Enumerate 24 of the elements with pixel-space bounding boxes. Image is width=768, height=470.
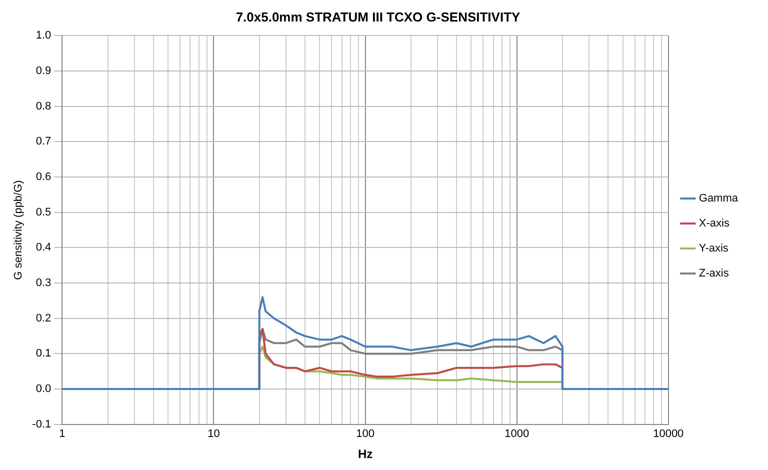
chart-title: 7.0x5.0mm STRATUM III TCXO G-SENSITIVITY xyxy=(236,9,521,24)
x-tick-label: 1 xyxy=(59,428,66,440)
x-tick-label: 10 xyxy=(208,428,220,440)
y-tick-label: 0.1 xyxy=(36,348,52,360)
y-tick-label: 0.3 xyxy=(36,277,52,290)
y-tick-label: 0.6 xyxy=(36,171,52,184)
x-axis-title: Hz xyxy=(358,447,373,462)
y-tick-label: 0.7 xyxy=(36,136,52,148)
y-tick-label: 1.0 xyxy=(36,30,52,42)
y-tick-label: 0.8 xyxy=(36,100,52,112)
legend-label: Z-axis xyxy=(698,268,730,280)
x-tick-label: 100 xyxy=(356,428,374,440)
y-tick-label: 0.2 xyxy=(36,312,52,324)
y-tick-label: 0.5 xyxy=(36,206,52,218)
legend-label: Y-axis xyxy=(698,242,729,255)
y-tick-label: 0.4 xyxy=(36,242,52,254)
y-tick-label: 0.9 xyxy=(36,64,52,77)
y-axis-title: G sensitivity (ppb/G) xyxy=(12,180,25,280)
y-tick-label: -0.1 xyxy=(32,418,52,430)
x-tick-label: 1000 xyxy=(504,428,530,440)
legend-label: X-axis xyxy=(698,218,730,230)
x-tick-label: 10000 xyxy=(653,428,684,440)
legend-label: Gamma xyxy=(698,192,739,205)
y-tick-label: 0.0 xyxy=(36,383,52,396)
